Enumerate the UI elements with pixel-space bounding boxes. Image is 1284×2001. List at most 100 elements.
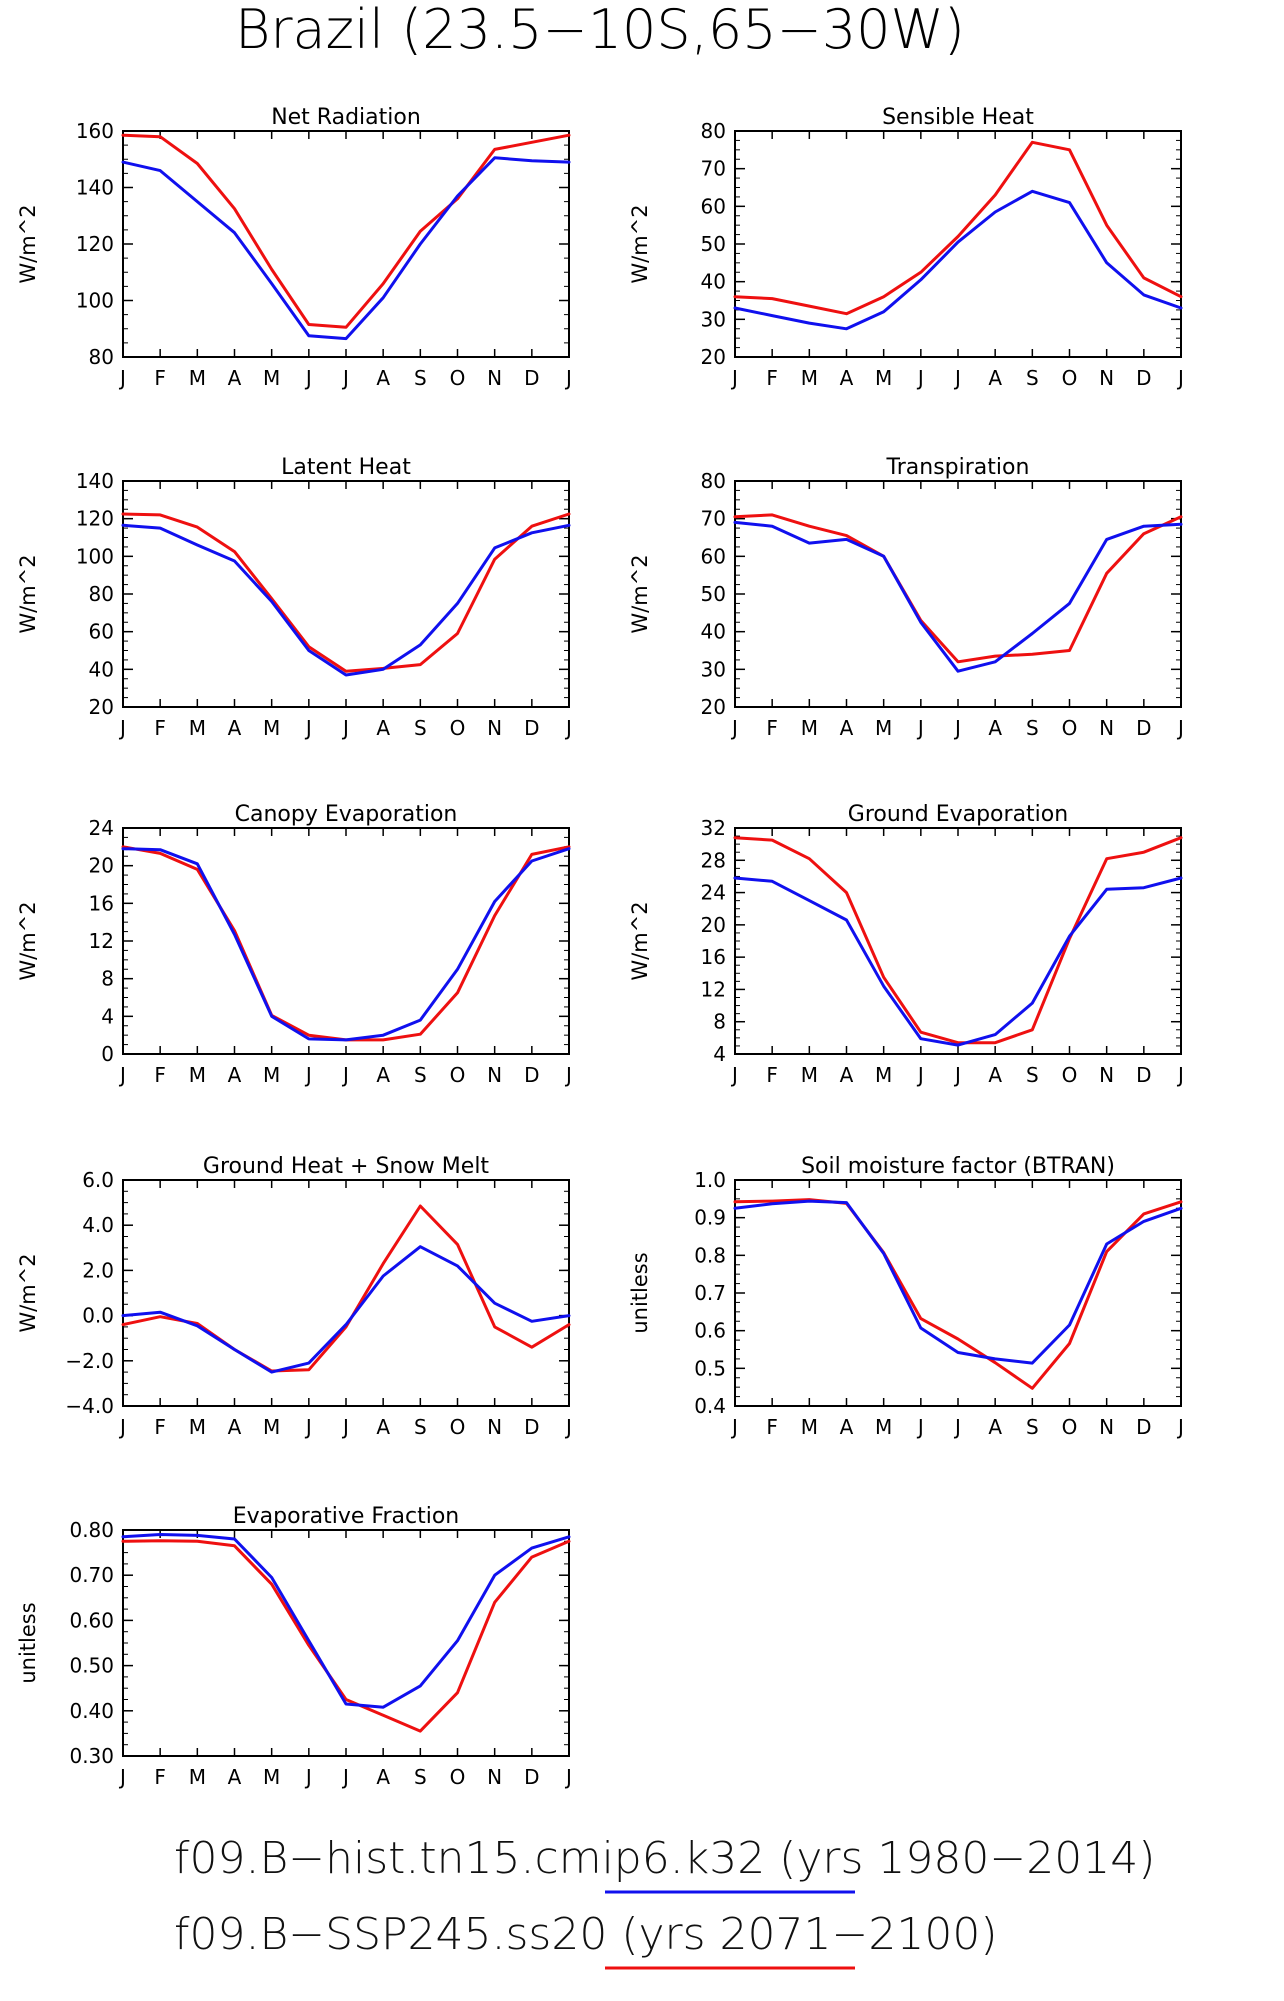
y-tick-label: 28 — [701, 848, 726, 872]
x-tick-label: A — [228, 366, 242, 390]
y-tick-label: 12 — [701, 977, 726, 1001]
x-tick-label: M — [189, 716, 206, 740]
y-axis-label: W/m^2 — [16, 554, 40, 633]
x-tick-label: N — [487, 1063, 502, 1087]
x-tick-label: M — [875, 1415, 892, 1439]
legend-label-hist: f09.B−hist.tn15.cmip6.k32 (yrs 1980−2014… — [174, 1833, 1155, 1884]
y-tick-label: 60 — [701, 194, 726, 218]
y-tick-label: 0.4 — [694, 1394, 726, 1418]
x-tick-label: O — [1062, 366, 1078, 390]
x-tick-label: D — [1136, 1063, 1151, 1087]
y-tick-label: 30 — [701, 307, 726, 331]
series-line-hist — [121, 523, 571, 677]
panel-soil-moisture-factor-btran: Soil moisture factor (BTRAN)J F M A M J J A S O N D… — [628, 1154, 1184, 1439]
x-tick-label: O — [1062, 1063, 1078, 1087]
x-tick-label: J — [118, 1765, 126, 1789]
y-tick-label: 0.6 — [694, 1319, 726, 1343]
y-axis-label: W/m^2 — [16, 1253, 40, 1332]
x-tick-label: J — [118, 1415, 126, 1439]
x-tick-label: S — [414, 1063, 427, 1087]
x-tick-label: J — [730, 716, 738, 740]
x-tick-label: M — [263, 366, 280, 390]
x-tick-label: J — [730, 1063, 738, 1087]
x-tick-label: J — [118, 1063, 126, 1087]
x-tick-label: M — [263, 1063, 280, 1087]
series-line-hist — [121, 1533, 571, 1709]
x-tick-label: J — [916, 1415, 924, 1439]
x-tick-label: J — [304, 366, 312, 390]
x-tick-label: J — [1176, 716, 1184, 740]
x-tick-label: M — [189, 1415, 206, 1439]
series-line-ssp — [733, 1198, 1183, 1390]
y-tick-label: 0.0 — [82, 1304, 114, 1328]
series-line-ssp — [121, 1539, 571, 1733]
plot-frame — [734, 827, 1182, 1055]
series-line-ssp — [121, 512, 571, 673]
y-tick-label: 0.8 — [694, 1243, 726, 1267]
x-tick-label: F — [154, 1415, 166, 1439]
x-tick-label: S — [414, 716, 427, 740]
panel-title: Sensible Heat — [882, 105, 1034, 130]
y-tick-label: −4.0 — [65, 1394, 114, 1418]
x-tick-label: N — [1099, 366, 1114, 390]
x-tick-label: J — [730, 366, 738, 390]
plot-frame — [734, 1179, 1182, 1407]
x-tick-label: D — [524, 366, 539, 390]
x-tick-label: M — [189, 1765, 206, 1789]
x-tick-label: O — [1062, 1415, 1078, 1439]
y-tick-label: 0.60 — [69, 1608, 114, 1632]
x-tick-label: A — [988, 366, 1002, 390]
x-tick-label: A — [228, 1063, 242, 1087]
x-tick-label: J — [1176, 1415, 1184, 1439]
y-axis-label: unitless — [16, 1602, 40, 1683]
series-line-hist — [733, 189, 1183, 331]
y-tick-label: 8 — [713, 1010, 726, 1034]
y-tick-label: 120 — [76, 507, 114, 531]
x-tick-label: O — [450, 1415, 466, 1439]
x-tick-label: J — [304, 1765, 312, 1789]
y-tick-label: 20 — [701, 345, 726, 369]
plot-frame — [122, 1529, 570, 1757]
x-tick-label: J — [953, 366, 961, 390]
x-tick-label: M — [875, 366, 892, 390]
plot-frame — [734, 480, 1182, 708]
y-tick-label: 0.7 — [694, 1281, 726, 1305]
y-tick-label: 0.40 — [69, 1699, 114, 1723]
x-tick-label: J — [730, 1415, 738, 1439]
x-tick-label: A — [376, 1415, 390, 1439]
x-tick-label: F — [154, 366, 166, 390]
x-tick-label: M — [263, 716, 280, 740]
x-tick-label: A — [840, 716, 854, 740]
y-tick-label: 1.0 — [694, 1168, 726, 1192]
x-tick-label: D — [524, 1063, 539, 1087]
x-tick-label: A — [228, 716, 242, 740]
x-tick-label: F — [154, 1063, 166, 1087]
y-tick-label: 60 — [701, 544, 726, 568]
y-axis-label: W/m^2 — [628, 204, 652, 283]
y-axis-label: W/m^2 — [628, 901, 652, 980]
x-tick-label: A — [376, 366, 390, 390]
y-tick-label: 40 — [89, 657, 114, 681]
y-tick-label: 4 — [101, 1004, 114, 1028]
x-tick-label: N — [487, 366, 502, 390]
y-tick-label: 60 — [89, 620, 114, 644]
x-tick-label: F — [766, 1063, 778, 1087]
x-tick-label: A — [376, 1063, 390, 1087]
x-tick-label: O — [450, 366, 466, 390]
y-tick-label: 24 — [89, 816, 114, 840]
x-tick-label: J — [304, 716, 312, 740]
y-tick-label: 80 — [701, 469, 726, 493]
y-tick-label: 140 — [76, 469, 114, 493]
panel-title: Transpiration — [886, 455, 1030, 480]
x-tick-label: N — [1099, 1063, 1114, 1087]
x-tick-label: D — [524, 716, 539, 740]
x-tick-label: J — [564, 366, 572, 390]
panel-title: Evaporative Fraction — [233, 1504, 459, 1529]
legend-label-ssp: f09.B−SSP245.ss20 (yrs 2071−2100) — [174, 1909, 998, 1960]
y-tick-label: 0.9 — [694, 1206, 726, 1230]
y-tick-label: 30 — [701, 657, 726, 681]
x-tick-label: J — [118, 366, 126, 390]
